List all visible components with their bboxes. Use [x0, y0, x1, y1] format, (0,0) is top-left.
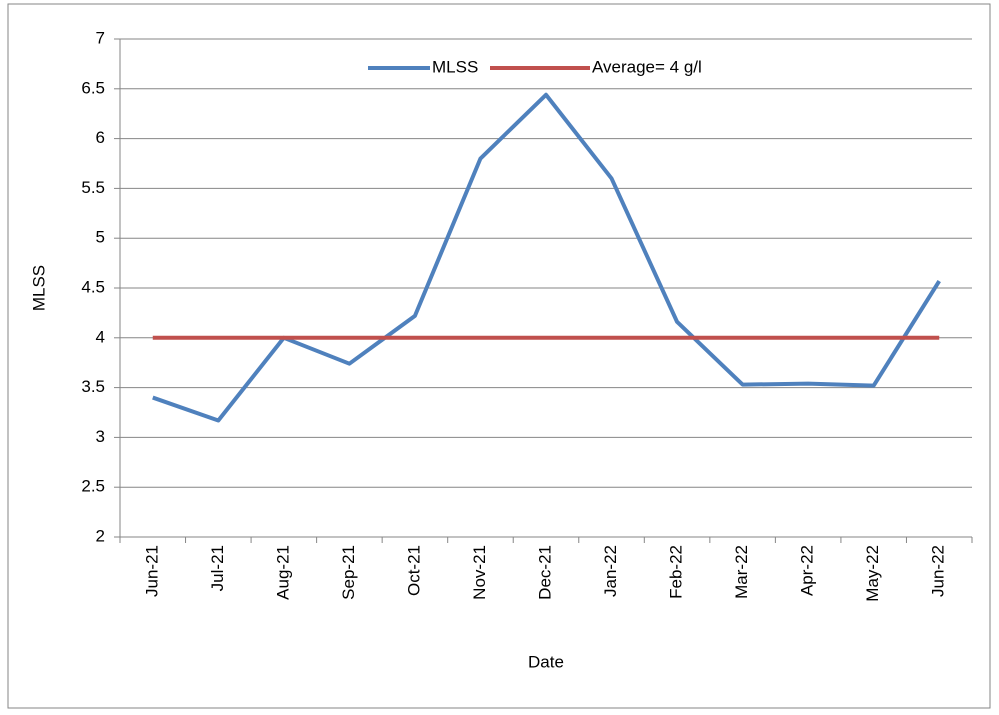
- y-axis-label: MLSS: [29, 265, 48, 311]
- x-tick-label: Mar-22: [732, 545, 751, 599]
- x-tick-label: May-22: [863, 545, 882, 602]
- y-tick-label: 2.5: [81, 477, 105, 496]
- y-tick-label: 3: [96, 427, 105, 446]
- x-axis-label: Date: [528, 652, 564, 671]
- x-tick-label: Apr-22: [798, 545, 817, 596]
- x-tick-label: Jan-22: [601, 545, 620, 597]
- x-tick-label: Jun-21: [142, 545, 161, 597]
- chart-border: [7, 3, 991, 709]
- x-tick-label: Aug-21: [273, 545, 292, 600]
- y-tick-label: 6: [96, 128, 105, 147]
- y-tick-label: 4.5: [81, 277, 105, 296]
- x-tick-label: Oct-21: [404, 545, 423, 596]
- x-tick-label: Jun-22: [929, 545, 948, 597]
- x-tick-label: Dec-21: [535, 545, 554, 600]
- y-tick-label: 3.5: [81, 377, 105, 396]
- x-tick-label: Nov-21: [470, 545, 489, 600]
- x-tick-label: Sep-21: [339, 545, 358, 600]
- legend-label: Average= 4 g/l: [592, 57, 702, 76]
- y-tick-label: 7: [96, 28, 105, 47]
- x-tick-label: Jul-21: [208, 545, 227, 591]
- y-tick-label: 5: [96, 228, 105, 247]
- y-tick-label: 5.5: [81, 178, 105, 197]
- y-tick-label: 2: [96, 526, 105, 545]
- y-tick-label: 4: [96, 327, 105, 346]
- x-tick-label: Feb-22: [667, 545, 686, 599]
- legend-label: MLSS: [432, 57, 478, 76]
- y-tick-label: 6.5: [81, 78, 105, 97]
